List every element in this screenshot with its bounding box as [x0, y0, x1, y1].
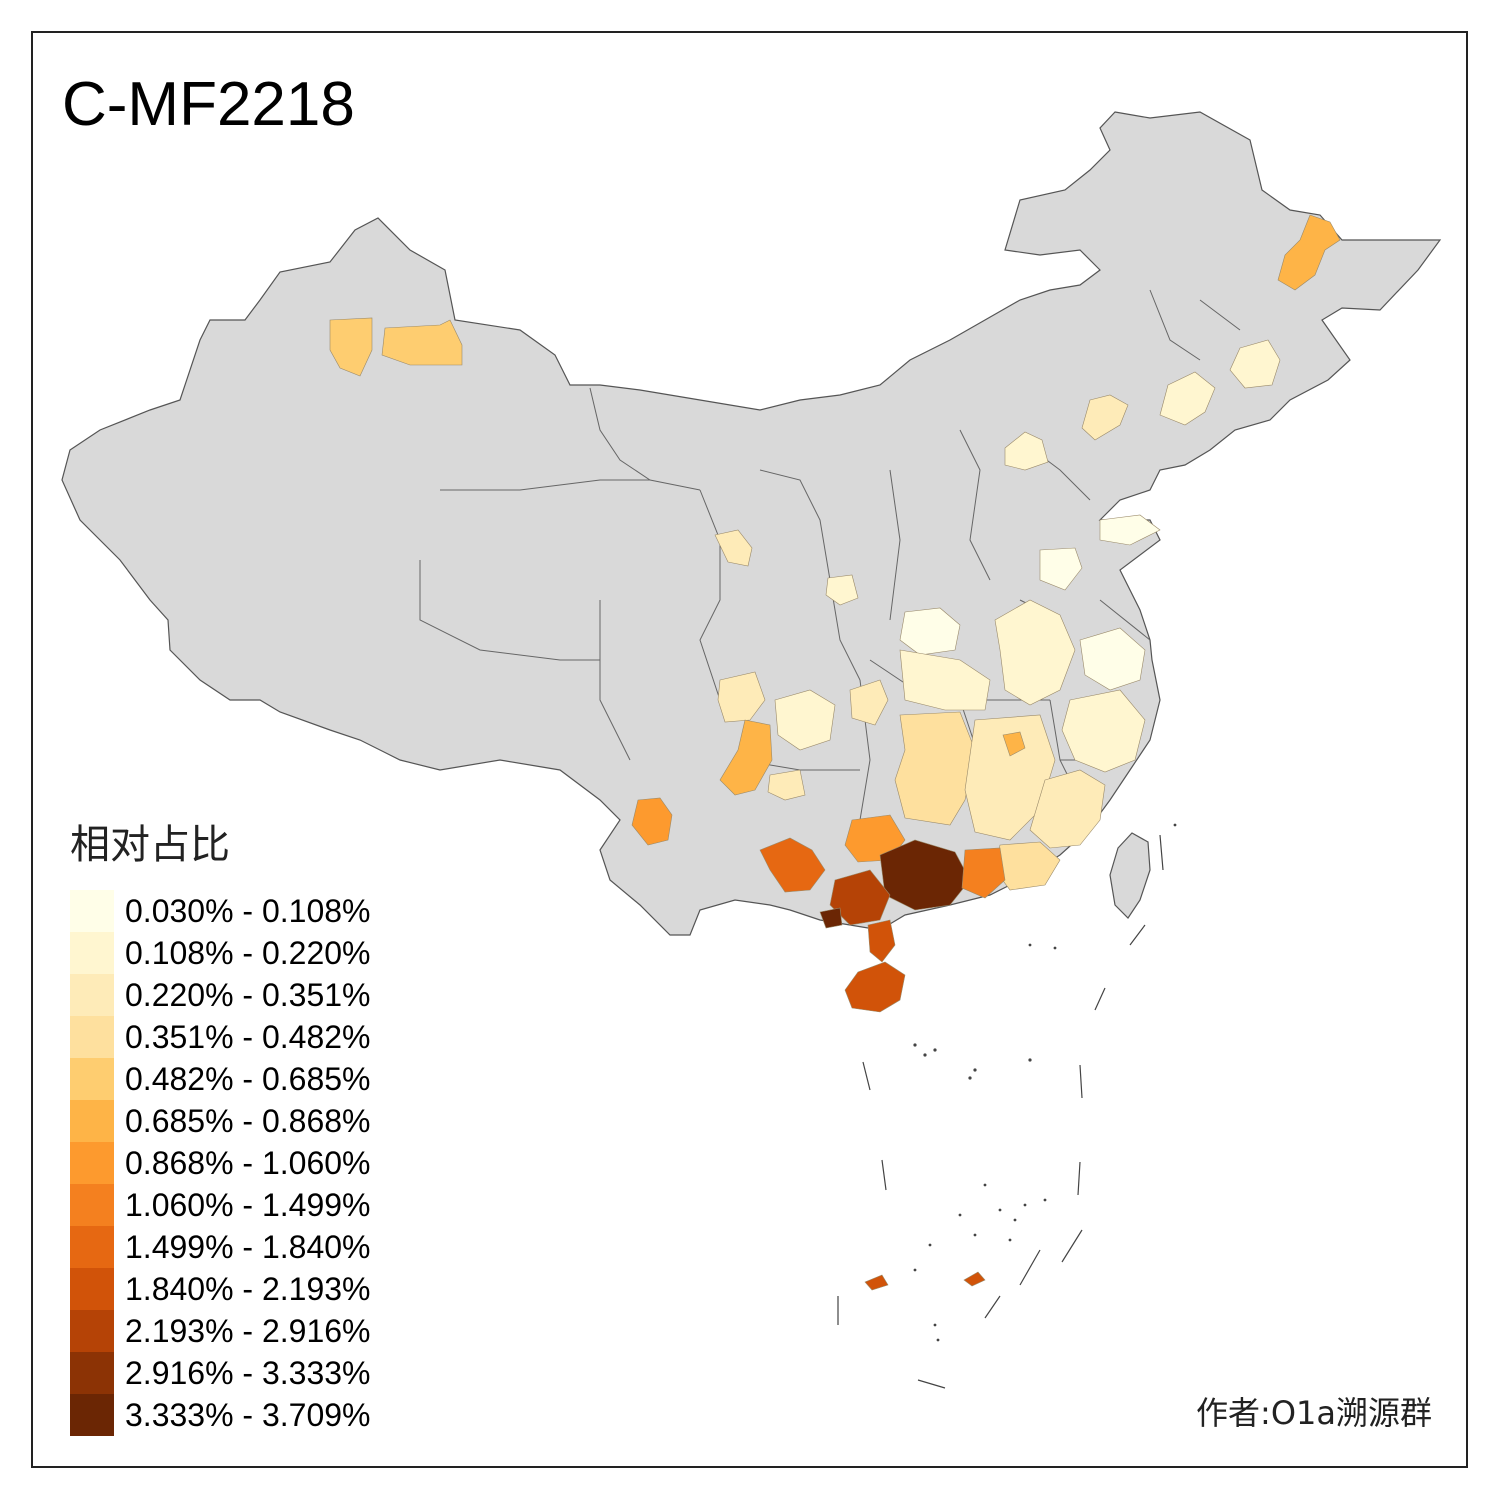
legend-item: 0.868% - 1.060% — [70, 1142, 371, 1184]
region-guangxi-west — [759, 837, 826, 893]
region-liaoning-west — [1081, 394, 1129, 441]
scattered-islands — [913, 823, 1177, 1342]
legend-label: 2.193% - 2.916% — [125, 1312, 371, 1349]
region-hebei — [1004, 431, 1049, 471]
province-borders — [419, 289, 1241, 821]
legend-swatch — [70, 1352, 114, 1394]
author-credit: 作者:O1a溯源群 — [1196, 1394, 1432, 1432]
legend-title: 相对占比 — [70, 822, 230, 868]
legend-item: 1.499% - 1.840% — [70, 1226, 371, 1268]
region-guizhou-east — [767, 769, 806, 801]
region-guangdong-west — [961, 847, 1006, 899]
legend-label: 0.868% - 1.060% — [125, 1144, 371, 1181]
map-title: C-MF2218 — [62, 70, 355, 139]
region-beibu-coast — [819, 907, 843, 929]
legend-label: 0.482% - 0.685% — [125, 1060, 371, 1097]
legend-item: 2.193% - 2.916% — [70, 1310, 371, 1352]
region-zhejiang — [1061, 689, 1146, 773]
legend-item: 0.030% - 0.108% — [70, 890, 371, 932]
region-heilongjiang-east — [1277, 214, 1341, 291]
region-gansu-patch — [714, 529, 753, 567]
region-fujian — [1029, 769, 1106, 849]
taiwan-island — [1109, 832, 1151, 919]
legend-item: 3.333% - 3.709% — [70, 1394, 371, 1436]
legend-item: 1.840% - 2.193% — [70, 1268, 371, 1310]
region-hubei — [899, 649, 991, 711]
legend-label: 1.060% - 1.499% — [125, 1186, 371, 1223]
region-shandong-west — [1039, 547, 1083, 591]
legend-item: 0.482% - 0.685% — [70, 1058, 371, 1100]
legend-label: 0.030% - 0.108% — [125, 892, 371, 929]
region-shaanxi-north — [825, 574, 859, 606]
region-anhui — [994, 599, 1076, 706]
legend-rows: 0.030% - 0.108% 0.108% - 0.220% 0.220% - 0… — [70, 890, 371, 1436]
legend-swatch — [70, 1100, 114, 1142]
region-jiangsu-south — [1079, 627, 1146, 691]
legend-item: 0.685% - 0.868% — [70, 1100, 371, 1142]
region-altay-west — [329, 317, 373, 377]
region-guangxi-south — [829, 869, 891, 926]
legend-swatch — [70, 1226, 114, 1268]
region-hainan — [844, 961, 906, 1013]
legend-swatch — [70, 1268, 114, 1310]
legend-swatch — [70, 932, 114, 974]
region-jiangxi — [964, 714, 1056, 841]
legend-label: 0.351% - 0.482% — [125, 1018, 371, 1055]
region-jilin-center — [1229, 339, 1281, 389]
legend-item: 2.916% - 3.333% — [70, 1352, 371, 1394]
region-nansha-a — [864, 1274, 889, 1291]
legend-item: 0.351% - 0.482% — [70, 1016, 371, 1058]
region-altay-east — [381, 319, 463, 366]
legend-swatch — [70, 974, 114, 1016]
region-nansha-b — [963, 1271, 986, 1287]
region-yunnan-west — [631, 797, 673, 846]
legend-swatch — [70, 1394, 114, 1436]
legend-label: 0.108% - 0.220% — [125, 934, 371, 971]
region-shandong-east — [1099, 514, 1161, 546]
legend-item: 0.108% - 0.220% — [70, 932, 371, 974]
south-china-sea-lines — [837, 834, 1164, 1389]
legend-label: 0.685% - 0.868% — [125, 1102, 371, 1139]
legend-label: 3.333% - 3.709% — [125, 1396, 371, 1433]
legend-swatch — [70, 890, 114, 932]
legend-swatch — [70, 1016, 114, 1058]
legend-swatch — [70, 1310, 114, 1352]
legend-swatch — [70, 1184, 114, 1226]
region-yunnan-north — [719, 719, 773, 796]
region-hunan — [894, 711, 976, 826]
legend-label: 1.840% - 2.193% — [125, 1270, 371, 1307]
legend-swatch — [70, 1058, 114, 1100]
legend-label: 2.916% - 3.333% — [125, 1354, 371, 1391]
legend-label: 0.220% - 0.351% — [125, 976, 371, 1013]
region-guangxi-core — [879, 839, 971, 911]
region-sichuan-east — [774, 689, 836, 751]
region-henan — [899, 607, 961, 656]
legend-label: 1.499% - 1.840% — [125, 1228, 371, 1265]
region-chongqing — [849, 679, 889, 726]
region-liaoning-north — [1159, 371, 1216, 426]
region-jiangxi-spot — [1002, 731, 1026, 757]
region-sichuan-west — [717, 671, 766, 723]
legend: 相对占比 0.030% - 0.108% 0.108% - 0.220% 0.220… — [70, 812, 371, 1436]
legend-item: 0.220% - 0.351% — [70, 974, 371, 1016]
legend-swatch — [70, 1142, 114, 1184]
legend-item: 1.060% - 1.499% — [70, 1184, 371, 1226]
region-leizhou — [867, 919, 896, 963]
